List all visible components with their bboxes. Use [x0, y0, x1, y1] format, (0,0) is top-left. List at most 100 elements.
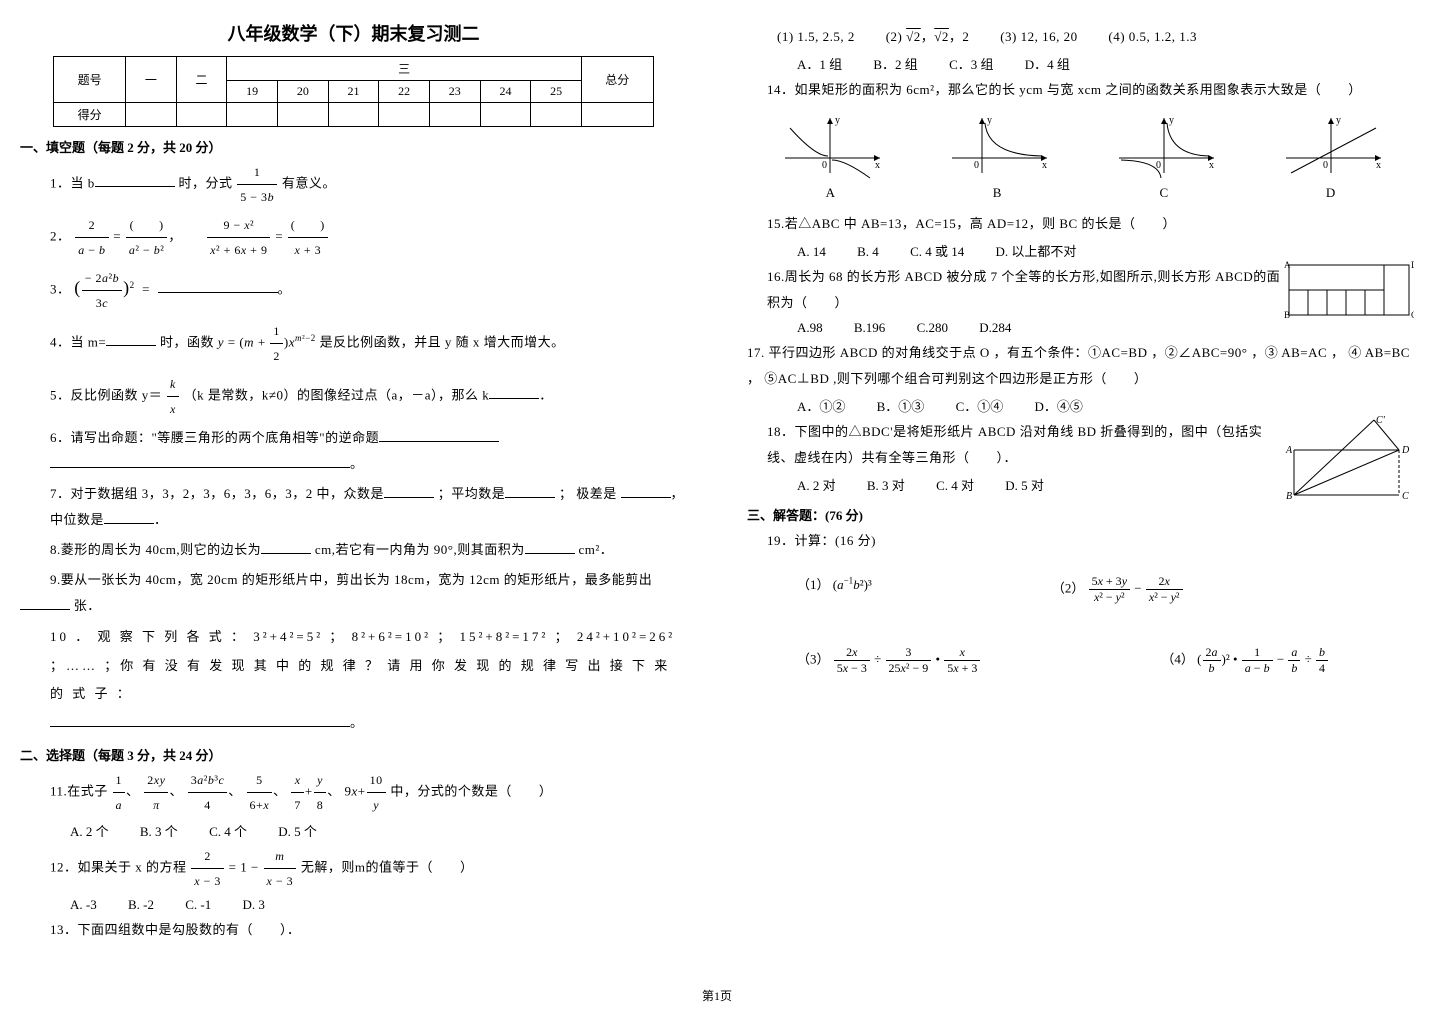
q4: 4．当 m= 时，函数 y = (m + 12)xm²−2 是反比例函数，并且 … [50, 319, 687, 368]
q15-opts: A. 14 B. 4 C. 4 或 14 D. 以上都不对 [797, 241, 1414, 260]
svg-text:0: 0 [974, 160, 979, 171]
q17-opts: A．①② B．①③ C．①④ D．④⑤ [797, 396, 1414, 415]
q1-a: 1．当 b [50, 175, 95, 190]
q16-figure: AD BC [1284, 260, 1414, 320]
exam-title: 八年级数学（下）期末复习测二 [20, 20, 687, 46]
th-total: 总分 [581, 57, 653, 103]
graph-a-label: A [775, 185, 885, 201]
q7-b: ；平均数是 [438, 486, 506, 501]
q14-graphs: x y 0 A x y 0 B [747, 113, 1414, 201]
th-24: 24 [480, 81, 531, 103]
q11-d-opt: D. 5 个 [278, 824, 317, 839]
q13-g1: (1) 1.5, 2.5, 2 [777, 29, 855, 44]
q12-a: 12．如果关于 x 的方程 [50, 860, 187, 875]
svg-text:y: y [1336, 115, 1341, 126]
score-table: 题号 一 二 三 总分 19 20 21 22 23 24 25 得分 [53, 56, 653, 127]
q1-c: 有意义。 [282, 175, 336, 190]
section-1: 一、填空题（每题 2 分，共 20 分） [20, 137, 687, 156]
svg-text:x: x [1376, 160, 1381, 171]
graph-d-label: D [1276, 185, 1386, 201]
q17-a-opt: A．①② [797, 399, 845, 414]
th-2: 二 [176, 57, 227, 103]
q10: 10 ． 观 察 下 列 各 式 ： 3²+4²=5² ； 8²+6²=10² … [50, 623, 687, 737]
q12-a-opt: A. -3 [70, 897, 97, 912]
graph-d-svg: x y 0 [1276, 113, 1386, 183]
q18-b-opt: B. 3 对 [867, 478, 905, 493]
svg-text:D: D [1401, 445, 1410, 456]
q15-c-opt: C. 4 或 14 [910, 244, 964, 259]
q7: 7．对于数据组 3，3，2，3，6，3，6，3，2 中，众数是 ；平均数是 ； … [50, 481, 687, 533]
q13-g3: (3) 12, 16, 20 [1000, 29, 1077, 44]
th-23: 23 [429, 81, 480, 103]
q4-c: 是反比例函数，并且 y 随 x 增大而增大。 [320, 334, 565, 349]
svg-text:A: A [1284, 260, 1291, 270]
q1-frac: 15 − 3b [237, 160, 277, 209]
graph-d: x y 0 D [1276, 113, 1386, 201]
q8-a: 8.菱形的周长为 40cm,则它的边长为 [50, 542, 261, 557]
graph-c: xy 0 C [1109, 113, 1219, 201]
svg-text:C': C' [1376, 415, 1386, 426]
q19-3-label: （3） [797, 651, 830, 666]
graph-a-svg: xy 0 [775, 113, 885, 183]
q7-c: ； 极差是 [559, 486, 617, 501]
q13-b-opt: B．2 组 [873, 57, 917, 72]
graph-c-label: C [1109, 185, 1219, 201]
q6: 6．请写出命题："等腰三角形的两个底角相等"的逆命题 。 [50, 425, 687, 477]
q12-c-opt: C. -1 [185, 897, 211, 912]
q17-c-opt: C．①④ [956, 399, 1004, 414]
q17-d-opt: D．④⑤ [1034, 399, 1082, 414]
q19-2: （2） 5x + 3yx² − y² − 2xx² − y² [1052, 574, 1184, 605]
th-1: 一 [125, 57, 176, 103]
svg-text:x: x [875, 160, 880, 171]
svg-text:x: x [1042, 160, 1047, 171]
q8-b: cm,若它有一内角为 90°,则其面积为 [315, 542, 525, 557]
q9-a: 9.要从一张长为 40cm，宽 20cm 的矩形纸片中，剪出长为 18cm，宽为… [50, 572, 652, 587]
q11-c-opt: C. 4 个 [209, 824, 247, 839]
q1-b: 时，分式 [179, 175, 233, 190]
q18-c-opt: C. 4 对 [936, 478, 974, 493]
th-20: 20 [277, 81, 328, 103]
q11-b-opt: B. 3 个 [140, 824, 178, 839]
svg-text:D: D [1411, 260, 1414, 270]
q18-figure: C' A D B C [1284, 415, 1414, 505]
q12: 12．如果关于 x 的方程 2x − 3 = 1 − mx − 3 无解，则m的… [50, 844, 687, 893]
svg-text:C: C [1402, 491, 1409, 502]
q7-e: ． [154, 512, 168, 527]
graph-c-svg: xy 0 [1109, 113, 1219, 183]
q15-a-opt: A. 14 [797, 244, 826, 259]
q13-a-opt: A．1 组 [797, 57, 842, 72]
q19-1: （1） (a−1b²)³ [797, 574, 872, 605]
q11-b: 中，分式的个数是（ ） [390, 784, 552, 799]
q16-d-opt: D.284 [979, 320, 1011, 335]
q16-a-opt: A.98 [797, 320, 823, 335]
q11: 11.在式子 1a、 2xyπ、 3a²b³c4、 56+x、 x7+y8、 9… [50, 768, 687, 817]
q4-b: 时，函数 [160, 334, 214, 349]
svg-text:0: 0 [1323, 160, 1328, 171]
td-score-label: 得分 [54, 103, 126, 127]
q19-3: （3） 2x5x − 3 ÷ 325x² − 9 • x5x + 3 [797, 645, 981, 676]
q17-b-opt: B．①③ [877, 399, 925, 414]
q2-label: 2． [50, 228, 71, 243]
q13-g4: (4) 0.5, 1.2, 1.3 [1108, 29, 1197, 44]
th-num: 题号 [54, 57, 126, 103]
q12-opts: A. -3 B. -2 C. -1 D. 3 [70, 897, 687, 913]
q11-opts: A. 2 个 B. 3 个 C. 4 个 D. 5 个 [70, 821, 687, 840]
q16-c-opt: C.280 [917, 320, 948, 335]
svg-text:y: y [987, 115, 992, 126]
graph-b-label: B [942, 185, 1052, 201]
q16-b-opt: B.196 [854, 320, 885, 335]
th-25: 25 [531, 81, 582, 103]
q5-a: 5．反比例函数 y＝ [50, 387, 162, 402]
graph-b: x y 0 B [942, 113, 1052, 201]
section-2: 二、选择题（每题 3 分，共 24 分） [20, 745, 687, 764]
svg-text:x: x [1209, 160, 1214, 171]
th-22: 22 [379, 81, 430, 103]
svg-text:y: y [1169, 115, 1174, 126]
q18-d-opt: D. 5 对 [1005, 478, 1044, 493]
q6-b: 。 [350, 456, 364, 471]
q9: 9.要从一张长为 40cm，宽 20cm 的矩形纸片中，剪出长为 18cm，宽为… [20, 567, 687, 619]
q12-b-opt: B. -2 [128, 897, 154, 912]
q8-c: cm²． [578, 542, 613, 557]
q14: 14．如果矩形的面积为 6cm²，那么它的长 ycm 与宽 xcm 之间的函数关… [767, 77, 1414, 103]
q19-2-label: （2） [1052, 580, 1085, 595]
